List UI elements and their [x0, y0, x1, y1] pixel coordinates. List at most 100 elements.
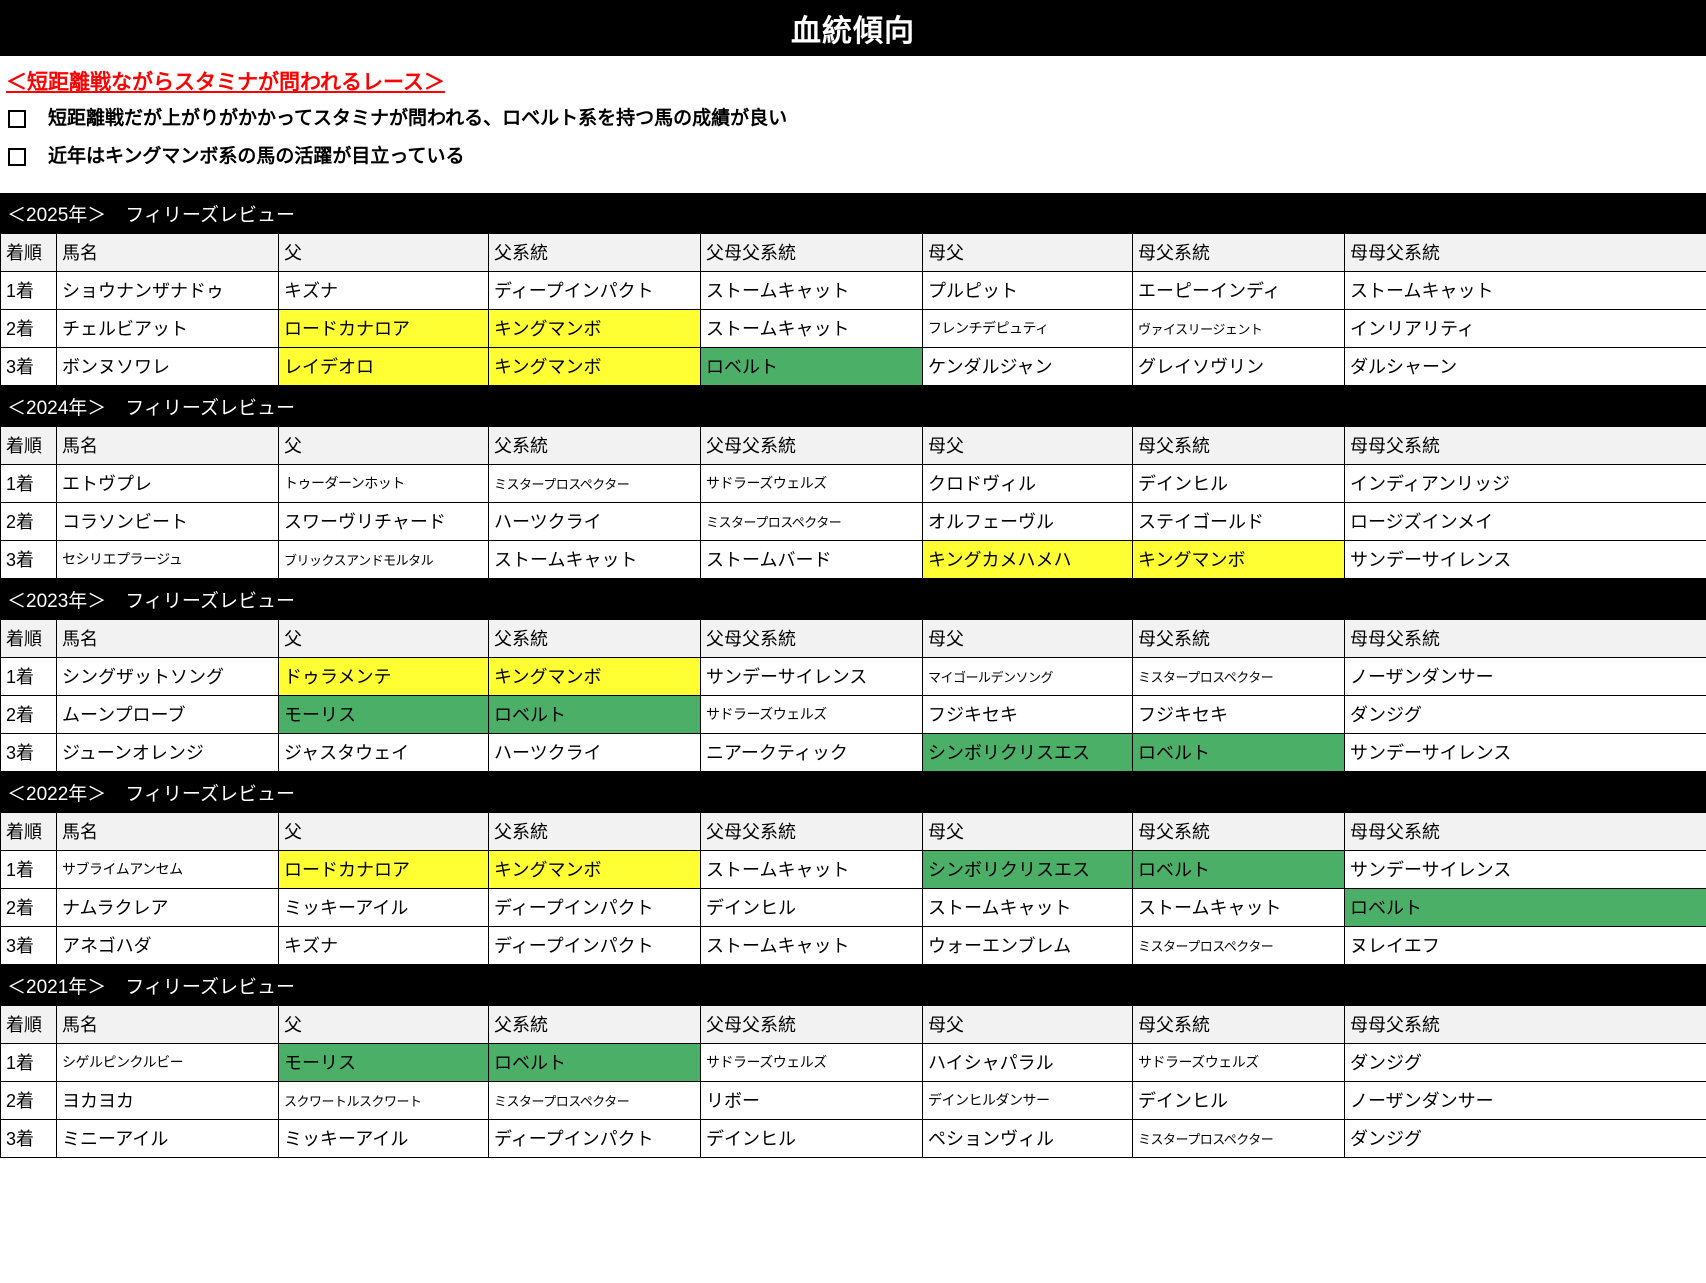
cell-rank: 3着 — [0, 925, 57, 965]
cell-dsire: キングカメハメハ — [922, 539, 1133, 579]
cell-sline: ミスタープロスペクター — [488, 463, 701, 503]
cell-bms: デインヒル — [700, 887, 923, 927]
cell-horse: シングザットソング — [56, 656, 279, 696]
year-table: ＜2023年＞ フィリーズレビュー 着順 馬名父父系統 父母父系統 母父 母父系統 母母父系… — [0, 578, 1706, 772]
year-table: ＜2021年＞ フィリーズレビュー 着順 馬名父父系統 父母父系統 母父 母父系統 母母父系… — [0, 964, 1706, 1158]
column-header-4: 父母父系統 — [700, 425, 923, 465]
table-row: 2着 ヨカヨカ スクワートルスクワート ミスタープロスペクター リボー デインヒルダンサー… — [0, 1080, 1706, 1120]
column-header-row: 着順 馬名父父系統 父母父系統 母父 母父系統 母母父系統 — [0, 811, 1706, 851]
column-header-7: 母母父系統 — [1343, 1004, 1706, 1044]
column-header-4: 父母父系統 — [700, 618, 923, 658]
column-header-6: 母父系統 — [1132, 425, 1345, 465]
cell-bms: ミスタープロスペクター — [700, 501, 923, 541]
cell-ddline: サンデーサイレンス — [1343, 732, 1706, 772]
year-banner-row: ＜2024年＞ フィリーズレビュー — [0, 385, 1706, 427]
cell-sire: ブリックスアンドモルタル — [278, 539, 489, 579]
cell-dsire: デインヒルダンサー — [922, 1080, 1133, 1120]
table-row: 3着 ジューンオレンジ ジャスタウェイ ハーツクライ ニアークティック シンボリクリスエス… — [0, 732, 1706, 772]
column-header-2: 父 — [278, 1004, 489, 1044]
cell-ddline: ヌレイエフ — [1343, 925, 1706, 965]
cell-sire: ドゥラメンテ — [278, 656, 489, 696]
cell-rank: 2着 — [0, 308, 57, 348]
year-banner-label: ＜2024年＞ フィリーズレビュー — [0, 385, 1706, 427]
year-banner-row: ＜2021年＞ フィリーズレビュー — [0, 964, 1706, 1006]
cell-sire: ミッキーアイル — [278, 1118, 489, 1158]
cell-dline: ステイゴールド — [1132, 501, 1345, 541]
table-row: 2着 ナムラクレア ミッキーアイル ディープインパクト デインヒル ストームキャット ストー… — [0, 887, 1706, 927]
cell-dsire: クロドヴィル — [922, 463, 1133, 503]
column-header-5: 母父 — [922, 425, 1133, 465]
column-header-5: 母父 — [922, 1004, 1133, 1044]
column-header-0: 着順 — [0, 811, 57, 851]
column-header-7: 母母父系統 — [1343, 425, 1706, 465]
table-row: 2着 コラソンビート スワーヴリチャード ハーツクライ ミスタープロスペクター オルフェー… — [0, 501, 1706, 541]
cell-dline: エーピーインディ — [1132, 270, 1345, 310]
intro-heading: ＜短距離戦ながらスタミナが問われるレース＞ — [6, 71, 445, 94]
table-row: 1着 サブライムアンセム ロードカナロア キングマンボ ストームキャット シンボリクリスエ… — [0, 849, 1706, 889]
page-title-bar: 血統傾向 — [0, 0, 1706, 56]
checkbox-icon — [8, 147, 26, 166]
year-table: ＜2024年＞ フィリーズレビュー 着順 馬名父父系統 父母父系統 母父 母父系統 母母父系… — [0, 385, 1706, 579]
cell-rank: 1着 — [0, 656, 57, 696]
cell-rank: 2着 — [0, 887, 57, 927]
cell-bms: サドラーズウェルズ — [700, 1042, 923, 1082]
column-header-row: 着順 馬名父父系統 父母父系統 母父 母父系統 母母父系統 — [0, 232, 1706, 272]
cell-rank: 3着 — [0, 539, 57, 579]
column-header-4: 父母父系統 — [700, 811, 923, 851]
cell-sline: ロベルト — [488, 694, 701, 734]
cell-dline: ミスタープロスペクター — [1132, 656, 1345, 696]
cell-rank: 2着 — [0, 694, 57, 734]
cell-bms: ストームキャット — [700, 849, 923, 889]
cell-bms: リボー — [700, 1080, 923, 1120]
cell-ddline: ダンジグ — [1343, 1118, 1706, 1158]
cell-horse: コラソンビート — [56, 501, 279, 541]
cell-dline: デインヒル — [1132, 463, 1345, 503]
cell-dline: デインヒル — [1132, 1080, 1345, 1120]
cell-horse: ジューンオレンジ — [56, 732, 279, 772]
cell-ddline: ロージズインメイ — [1343, 501, 1706, 541]
intro-bullet-2-text: 近年はキングマンボ系の馬の活躍が目立っている — [48, 145, 465, 167]
cell-sire: ロードカナロア — [278, 849, 489, 889]
cell-horse: ミニーアイル — [56, 1118, 279, 1158]
column-header-0: 着順 — [0, 425, 57, 465]
cell-sire: スクワートルスクワート — [278, 1080, 489, 1120]
column-header-row: 着順 馬名父父系統 父母父系統 母父 母父系統 母母父系統 — [0, 425, 1706, 465]
table-row: 1着 ショウナンザナドゥ キズナ ディープインパクト ストームキャット プルピット エーピー… — [0, 270, 1706, 310]
cell-sline: ディープインパクト — [488, 887, 701, 927]
cell-sline: ハーツクライ — [488, 501, 701, 541]
cell-dsire: ペションヴィル — [922, 1118, 1133, 1158]
intro-bullet-2: 近年はキングマンボ系の馬の活躍が目立っている — [6, 145, 1700, 169]
cell-horse: シゲルピンクルビー — [56, 1042, 279, 1082]
cell-bms: ストームキャット — [700, 308, 923, 348]
cell-horse: ナムラクレア — [56, 887, 279, 927]
cell-dsire: ケンダルジャン — [922, 346, 1133, 386]
column-header-3: 父系統 — [488, 232, 701, 272]
cell-bms: サンデーサイレンス — [700, 656, 923, 696]
column-header-2: 父 — [278, 811, 489, 851]
cell-sire: モーリス — [278, 1042, 489, 1082]
cell-bms: ストームキャット — [700, 925, 923, 965]
cell-sire: ロードカナロア — [278, 308, 489, 348]
year-tables-container: ＜2025年＞ フィリーズレビュー 着順 馬名父父系統 父母父系統 母父 母父系統 母母父系… — [0, 192, 1706, 1158]
cell-ddline: ロベルト — [1343, 887, 1706, 927]
year-table: ＜2022年＞ フィリーズレビュー 着順 馬名父父系統 父母父系統 母父 母父系統 母母父系… — [0, 771, 1706, 965]
intro-bullet-1-text: 短距離戦だが上がりがかかってスタミナが問われる、ロベルト系を持つ馬の成績が良い — [48, 108, 788, 130]
column-header-6: 母父系統 — [1132, 232, 1345, 272]
column-header-1: 馬名 — [56, 232, 279, 272]
column-header-5: 母父 — [922, 811, 1133, 851]
column-header-1: 馬名 — [56, 811, 279, 851]
column-header-1: 馬名 — [56, 1004, 279, 1044]
column-header-7: 母母父系統 — [1343, 618, 1706, 658]
cell-dsire: フジキセキ — [922, 694, 1133, 734]
cell-dline: ヴァイスリージェント — [1132, 308, 1345, 348]
cell-horse: アネゴハダ — [56, 925, 279, 965]
column-header-6: 母父系統 — [1132, 1004, 1345, 1044]
cell-sline: ディープインパクト — [488, 925, 701, 965]
cell-sline: ミスタープロスペクター — [488, 1080, 701, 1120]
cell-ddline: インディアンリッジ — [1343, 463, 1706, 503]
cell-sline: キングマンボ — [488, 849, 701, 889]
table-row: 2着 チェルビアット ロードカナロア キングマンボ ストームキャット フレンチデピュティヴ… — [0, 308, 1706, 348]
cell-sline: ロベルト — [488, 1042, 701, 1082]
cell-ddline: インリアリティ — [1343, 308, 1706, 348]
column-header-5: 母父 — [922, 618, 1133, 658]
